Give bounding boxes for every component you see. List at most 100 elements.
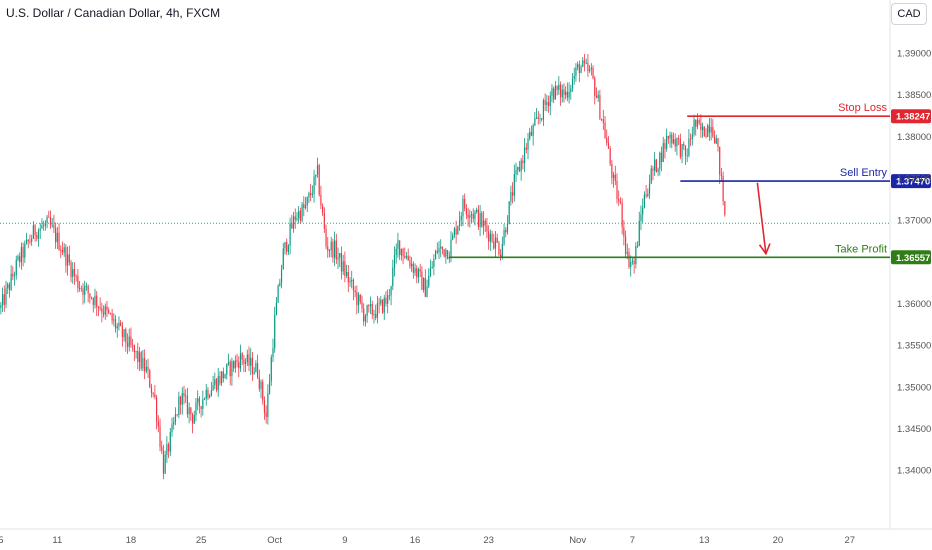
candle-body <box>589 69 591 72</box>
candle-body <box>376 303 378 318</box>
candle-body <box>32 225 34 239</box>
candle-body <box>700 123 702 131</box>
candle-body <box>554 85 556 100</box>
candle-body <box>156 397 158 422</box>
candle-body <box>505 229 507 233</box>
candle-body <box>636 245 639 247</box>
candle-body <box>498 242 500 255</box>
candle-body <box>582 60 584 67</box>
candle-body <box>291 223 293 229</box>
candle-body <box>587 63 589 72</box>
candle-body <box>488 231 490 242</box>
candle-body <box>481 212 483 227</box>
candle-body <box>506 223 509 233</box>
candle-body <box>17 256 19 260</box>
candle-body <box>262 381 264 401</box>
candle-body <box>234 360 236 369</box>
candle-body <box>561 89 563 98</box>
candle-body <box>207 389 209 398</box>
candle-body <box>99 307 101 309</box>
candle-body <box>58 232 60 250</box>
candle-body <box>510 192 512 202</box>
sell-entry-price-tag <box>891 174 931 189</box>
candle-body <box>5 288 7 305</box>
candle-body <box>503 229 505 245</box>
candle-body <box>602 119 604 123</box>
candle-body <box>683 144 685 146</box>
candle-body <box>583 60 586 64</box>
candle-body <box>310 192 312 196</box>
candle-body <box>527 138 529 150</box>
arrow-head-icon <box>758 243 771 256</box>
currency-button[interactable]: CAD <box>891 3 927 25</box>
candle-body <box>186 395 189 415</box>
candle-body <box>404 256 406 258</box>
x-tick-label: 9 <box>342 535 347 546</box>
price-axis[interactable]: 1.34000 1.34500 1.35000 1.35500 1.36000 1.370… <box>897 48 931 476</box>
candle-body <box>342 261 344 272</box>
candle-body <box>339 253 341 258</box>
stop-loss-label: Stop Loss <box>838 102 887 114</box>
candle-body <box>251 357 254 374</box>
projection-arrow <box>756 182 771 256</box>
candle-body <box>167 444 170 452</box>
candle-body <box>299 210 301 221</box>
x-tick-label: 23 <box>483 535 494 546</box>
candle-body <box>405 255 408 258</box>
candle-body <box>595 96 598 98</box>
candle-body <box>287 245 289 252</box>
candle-body <box>720 174 723 177</box>
candle-body <box>250 357 252 366</box>
x-tick-label: 25 <box>196 535 207 546</box>
candle-body <box>416 268 418 278</box>
candle-body <box>159 426 161 447</box>
candle-body <box>328 250 331 251</box>
candle-body <box>551 88 553 96</box>
candle-body <box>272 348 274 358</box>
candle-body <box>640 214 642 221</box>
candle-body <box>108 310 110 313</box>
candle-body <box>563 89 565 95</box>
candle-body <box>301 204 303 221</box>
candle-body <box>113 319 115 321</box>
candle-body <box>226 364 228 375</box>
candle-body <box>705 136 707 138</box>
candle-body <box>671 134 673 144</box>
candle-body <box>684 145 687 156</box>
candle-body <box>29 241 31 243</box>
candle-body <box>248 354 250 366</box>
y-tick-label: 1.36000 <box>897 299 931 310</box>
candle-body <box>472 214 474 219</box>
candle-body <box>65 247 67 266</box>
candle-body <box>133 345 135 352</box>
candle-body <box>364 315 367 322</box>
candle-body <box>484 220 486 226</box>
candle-body <box>92 298 94 305</box>
candle-body <box>174 414 177 423</box>
candle-body <box>89 293 91 298</box>
candle-body <box>428 276 430 287</box>
candle-body <box>417 269 420 278</box>
candle-body <box>549 95 551 107</box>
candle-body <box>36 234 38 239</box>
candle-body <box>691 134 693 140</box>
y-tick-label: 1.35000 <box>897 382 931 393</box>
candle-body <box>210 390 212 396</box>
candle-body <box>619 200 622 203</box>
trade-levels-layer[interactable]: Stop Loss 1.38247 Sell Entry 1.37470 Take Pr… <box>449 102 931 265</box>
candle-body <box>267 393 269 417</box>
candle-body <box>455 228 457 235</box>
candle-body <box>565 91 567 95</box>
candle-body <box>647 193 649 197</box>
candle-body <box>263 400 266 413</box>
candle-body <box>373 313 375 316</box>
candle-body <box>621 202 623 228</box>
candle-body <box>381 299 384 313</box>
candle-body <box>68 254 70 263</box>
x-tick-label: Oct <box>267 535 282 546</box>
y-tick-label: 1.35500 <box>897 341 931 352</box>
candle-body <box>270 357 272 382</box>
time-axis[interactable]: 5 11 18 25 Oct 9 16 23 Nov 7 13 20 27 <box>0 535 855 546</box>
candle-body <box>688 138 690 156</box>
